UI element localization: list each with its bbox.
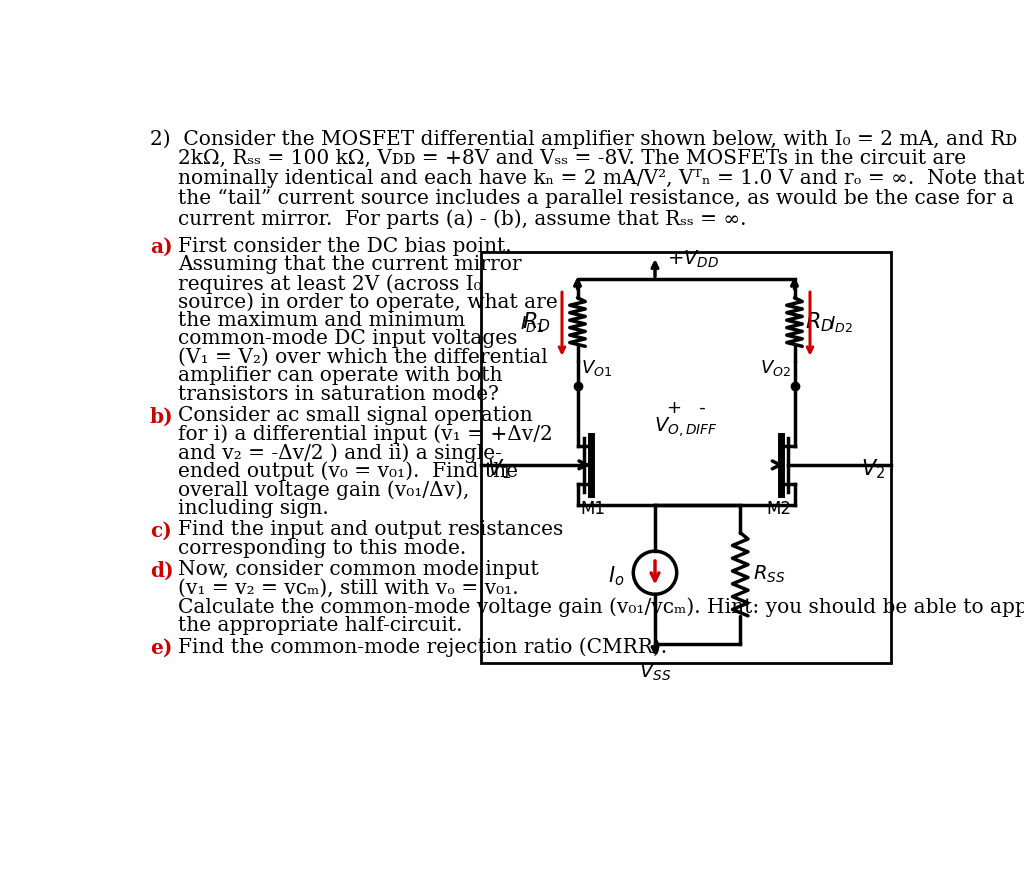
Text: $I_{D1}$: $I_{D1}$ xyxy=(519,314,544,334)
Text: the maximum and minimum: the maximum and minimum xyxy=(178,311,466,330)
Text: c): c) xyxy=(150,520,171,540)
Text: $R_{SS}$: $R_{SS}$ xyxy=(753,564,785,584)
Text: $R_D$: $R_D$ xyxy=(521,310,550,334)
Text: Consider ac small signal operation: Consider ac small signal operation xyxy=(178,407,534,425)
Text: $V_{SS}$: $V_{SS}$ xyxy=(639,662,671,684)
Text: (v₁ = v₂ = vᴄₘ), still with vₒ = v₀₁.: (v₁ = v₂ = vᴄₘ), still with vₒ = v₀₁. xyxy=(178,579,519,598)
Text: +   -: + - xyxy=(667,400,706,417)
Text: amplifier can operate with both: amplifier can operate with both xyxy=(178,367,503,385)
Text: First consider the DC bias point.: First consider the DC bias point. xyxy=(178,237,512,256)
Text: Assuming that the current mirror: Assuming that the current mirror xyxy=(178,255,522,274)
Text: the “tail” current source includes a parallel resistance, as would be the case f: the “tail” current source includes a par… xyxy=(178,189,1015,208)
Text: source) in order to operate, what are: source) in order to operate, what are xyxy=(178,293,558,312)
Text: Calculate the common-mode voltage gain (v₀₁/vᴄₘ). Hint: you should be able to ap: Calculate the common-mode voltage gain (… xyxy=(178,598,1024,617)
Text: e): e) xyxy=(150,638,172,658)
Text: $V_{O2}$: $V_{O2}$ xyxy=(760,358,791,378)
Text: (V₁ = V₂) over which the differential: (V₁ = V₂) over which the differential xyxy=(178,348,548,367)
Text: $I_{D2}$: $I_{D2}$ xyxy=(828,314,852,334)
Text: d): d) xyxy=(150,560,173,580)
Text: transistors in saturation mode?: transistors in saturation mode? xyxy=(178,385,500,404)
Text: Now, consider common mode input: Now, consider common mode input xyxy=(178,560,539,579)
Text: Find the common-mode rejection ratio (CMRR).: Find the common-mode rejection ratio (CM… xyxy=(178,638,668,657)
Text: and v₂ = -Δv/2 ) and ii) a single-: and v₂ = -Δv/2 ) and ii) a single- xyxy=(178,443,502,463)
Text: $+V_{DD}$: $+V_{DD}$ xyxy=(667,248,719,270)
Text: for i) a differential input (v₁ = +Δv/2: for i) a differential input (v₁ = +Δv/2 xyxy=(178,425,553,444)
Text: overall voltage gain (v₀₁/Δv),: overall voltage gain (v₀₁/Δv), xyxy=(178,480,470,500)
Text: a): a) xyxy=(150,237,172,257)
Text: 2)  Consider the MOSFET differential amplifier shown below, with I₀ = 2 mA, and : 2) Consider the MOSFET differential ampl… xyxy=(150,129,1024,149)
Text: $V_{O,DIFF}$: $V_{O,DIFF}$ xyxy=(654,415,718,439)
Text: current mirror.  For parts (a) - (b), assume that Rₛₛ = ∞.: current mirror. For parts (a) - (b), ass… xyxy=(178,209,746,229)
Text: M1: M1 xyxy=(581,500,605,517)
Text: Find the input and output resistances: Find the input and output resistances xyxy=(178,520,563,539)
Text: corresponding to this mode.: corresponding to this mode. xyxy=(178,539,467,557)
Text: $V_1$: $V_1$ xyxy=(486,457,511,482)
Text: $V_{O1}$: $V_{O1}$ xyxy=(582,358,612,378)
Bar xyxy=(480,253,891,663)
Text: ended output (v₀ = v₀₁).  Find the: ended output (v₀ = v₀₁). Find the xyxy=(178,462,518,482)
Text: nominally identical and each have kₙ = 2 mA/V², Vᵀₙ = 1.0 V and rₒ = ∞.  Note th: nominally identical and each have kₙ = 2… xyxy=(178,169,1024,188)
Text: requires at least 2V (across I₀: requires at least 2V (across I₀ xyxy=(178,273,482,294)
Text: $R_D$: $R_D$ xyxy=(805,310,834,334)
Text: 2kΩ, Rₛₛ = 100 kΩ, Vᴅᴅ = +8V and Vₛₛ = -8V. The MOSFETs in the circuit are: 2kΩ, Rₛₛ = 100 kΩ, Vᴅᴅ = +8V and Vₛₛ = -… xyxy=(178,149,967,168)
Text: M2: M2 xyxy=(766,500,792,517)
Text: $I_o$: $I_o$ xyxy=(607,564,624,588)
Text: the appropriate half-circuit.: the appropriate half-circuit. xyxy=(178,616,463,635)
Text: including sign.: including sign. xyxy=(178,499,329,517)
Text: common-mode DC input voltages: common-mode DC input voltages xyxy=(178,329,518,348)
Text: $V_2$: $V_2$ xyxy=(861,457,885,482)
Text: b): b) xyxy=(150,407,173,427)
